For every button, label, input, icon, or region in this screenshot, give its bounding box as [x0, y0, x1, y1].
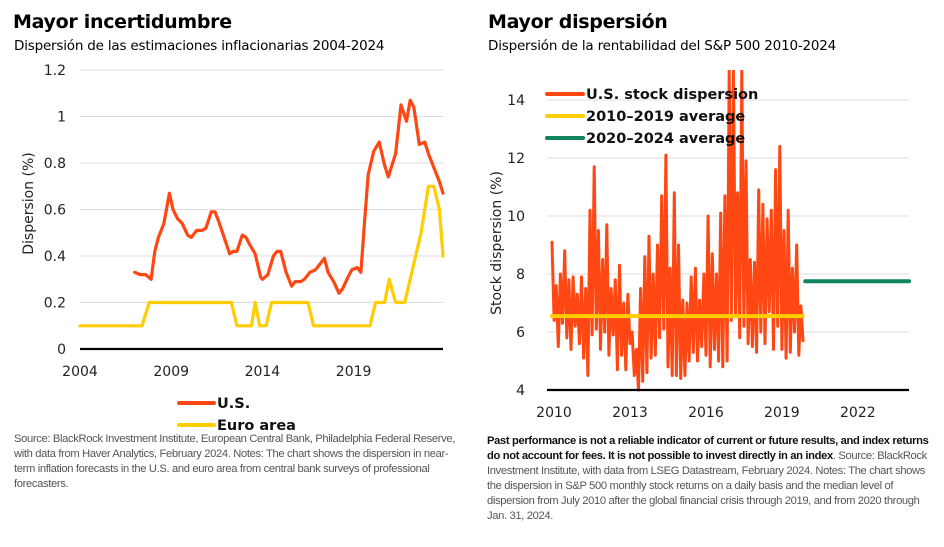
- stock-dispersion-chart: 4 6 8 10 12 14 2010 2013 2016 2019 2022 Stock dispe…: [489, 70, 911, 421]
- right-chart-subtitle: Dispersión de la rentabilidad del S&P 50…: [488, 38, 837, 54]
- left-panel: Mayor incertidumbre Dispersión de las es…: [0, 0, 470, 547]
- y-axis-label: Stock dispersion (%): [489, 171, 505, 315]
- series-line-euro-area: [78, 184, 445, 328]
- legend-label: 2010–2019 average: [586, 109, 745, 125]
- right-source-note: Past performance is not a reliable indic…: [487, 434, 933, 524]
- right-chart-title: Mayor dispersión: [488, 11, 668, 33]
- left-chart-title: Mayor incertidumbre: [13, 11, 232, 33]
- y-tick-label: 1: [57, 110, 66, 126]
- left-source-note: Source: BlackRock Investment Institute, …: [14, 433, 456, 490]
- y-tick-label: 6: [516, 325, 525, 341]
- x-tick-label: 2019: [336, 364, 372, 380]
- series-line-u-s: [133, 98, 445, 295]
- y-tick-label: 0.8: [44, 156, 66, 172]
- legend-label: 2020–2024 average: [586, 131, 745, 147]
- x-tick-label: 2009: [153, 364, 189, 380]
- left-chart-subtitle: Dispersión de las estimaciones inflacion…: [14, 38, 385, 54]
- right-panel: Mayor dispersión Dispersión de la rentab…: [475, 0, 944, 547]
- y-tick-label: 0.6: [44, 203, 66, 219]
- y-tick-label: 4: [516, 383, 525, 399]
- y-tick-label: 0.4: [44, 249, 66, 265]
- legend-label: U.S. stock dispersion: [586, 87, 758, 103]
- y-tick-label: 0: [57, 342, 66, 358]
- legend-label: Euro area: [217, 418, 296, 430]
- inflation-dispersion-chart: 0 0.2 0.4 0.6 0.8 1 1.2 2004 2009 2014 2019 Dispers…: [21, 63, 445, 430]
- y-tick-label: 8: [516, 267, 525, 283]
- y-tick-label: 12: [507, 151, 525, 167]
- y-tick-label: 10: [507, 209, 525, 225]
- x-tick-label: 2019: [764, 405, 800, 421]
- right-source-text: . Source: BlackRock Investment Institute…: [487, 450, 927, 522]
- x-tick-label: 2016: [688, 405, 724, 421]
- y-tick-label: 1.2: [44, 63, 66, 79]
- series-line-u-s-stock-dispersion: [550, 70, 805, 392]
- legend-label: U.S.: [217, 396, 250, 412]
- y-tick-label: 14: [507, 93, 525, 109]
- disclaimer-text: Past performance is not a reliable indic…: [487, 435, 929, 462]
- x-tick-label: 2004: [62, 364, 98, 380]
- x-tick-label: 2013: [612, 405, 648, 421]
- x-tick-label: 2022: [840, 405, 876, 421]
- x-tick-label: 2010: [536, 405, 572, 421]
- y-tick-label: 0.2: [44, 296, 66, 312]
- x-tick-label: 2014: [245, 364, 281, 380]
- y-axis-label: Dispersion (%): [21, 152, 37, 255]
